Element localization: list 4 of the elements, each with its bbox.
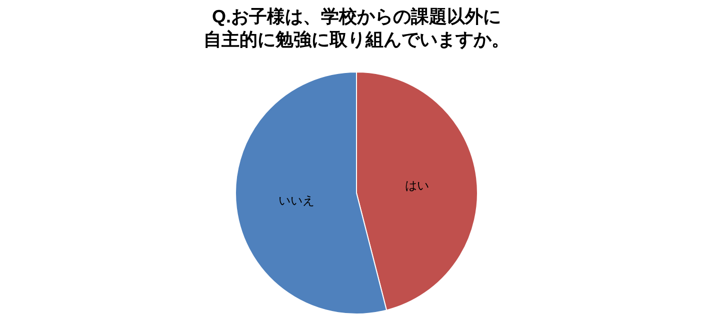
chart-subtitle: 自主的に勉強に取り組んでいますか。 (204, 30, 510, 50)
slice-label: いいえ (278, 194, 314, 208)
chart-title: Q.お子様は、学校からの課題以外に (212, 6, 502, 26)
slice-label: はい (404, 178, 429, 192)
